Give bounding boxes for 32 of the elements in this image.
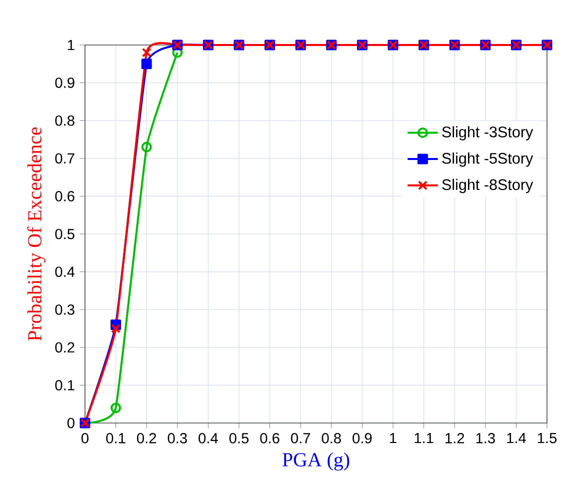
y-tick-label: 1 — [68, 40, 74, 50]
x-tick-label: 0.9 — [352, 433, 372, 444]
x-tick-label: 1.1 — [414, 433, 434, 444]
y-axis-title: Probability Of Exceedence — [27, 127, 46, 341]
y-tick-label: 0.9 — [55, 78, 74, 88]
legend-label: Slight -3Story — [442, 126, 534, 140]
x-tick-label: 0 — [82, 433, 88, 444]
y-tick-label: 0.2 — [55, 342, 74, 353]
y-tick-label: 0.3 — [55, 304, 74, 315]
x-tick-label: 0.5 — [229, 433, 249, 444]
x-tick-label: 1.3 — [476, 433, 495, 444]
legend-label: Slight -5Story — [442, 152, 534, 167]
x-tick-label: 1.2 — [446, 433, 464, 444]
legend-label: Slight -8Story — [442, 178, 534, 194]
y-tick-label: 0.8 — [55, 115, 74, 126]
x-tick-label: 0.4 — [198, 433, 218, 444]
y-tick-label: 0 — [67, 418, 74, 428]
y-tick-label: 0.4 — [55, 266, 75, 277]
x-tick-label: 0.1 — [106, 433, 126, 444]
y-tick-label: 0.7 — [55, 153, 74, 164]
x-tick-label: 0.8 — [322, 433, 341, 444]
y-tick-label: 0.6 — [55, 191, 74, 202]
x-tick-label: 0.3 — [168, 433, 187, 444]
x-axis-title: PGA (g) — [282, 452, 350, 471]
x-tick-label: 1.5 — [538, 433, 557, 444]
x-tick-label: 0.7 — [291, 433, 310, 444]
x-tick-label: 0.6 — [260, 433, 280, 444]
x-tick-label: 0.2 — [137, 433, 156, 444]
x-tick-label: 1.4 — [507, 433, 526, 444]
y-tick-label: 0.5 — [55, 228, 74, 240]
y-tick-label: 0.1 — [55, 380, 74, 390]
x-tick-label: 1 — [390, 433, 396, 444]
